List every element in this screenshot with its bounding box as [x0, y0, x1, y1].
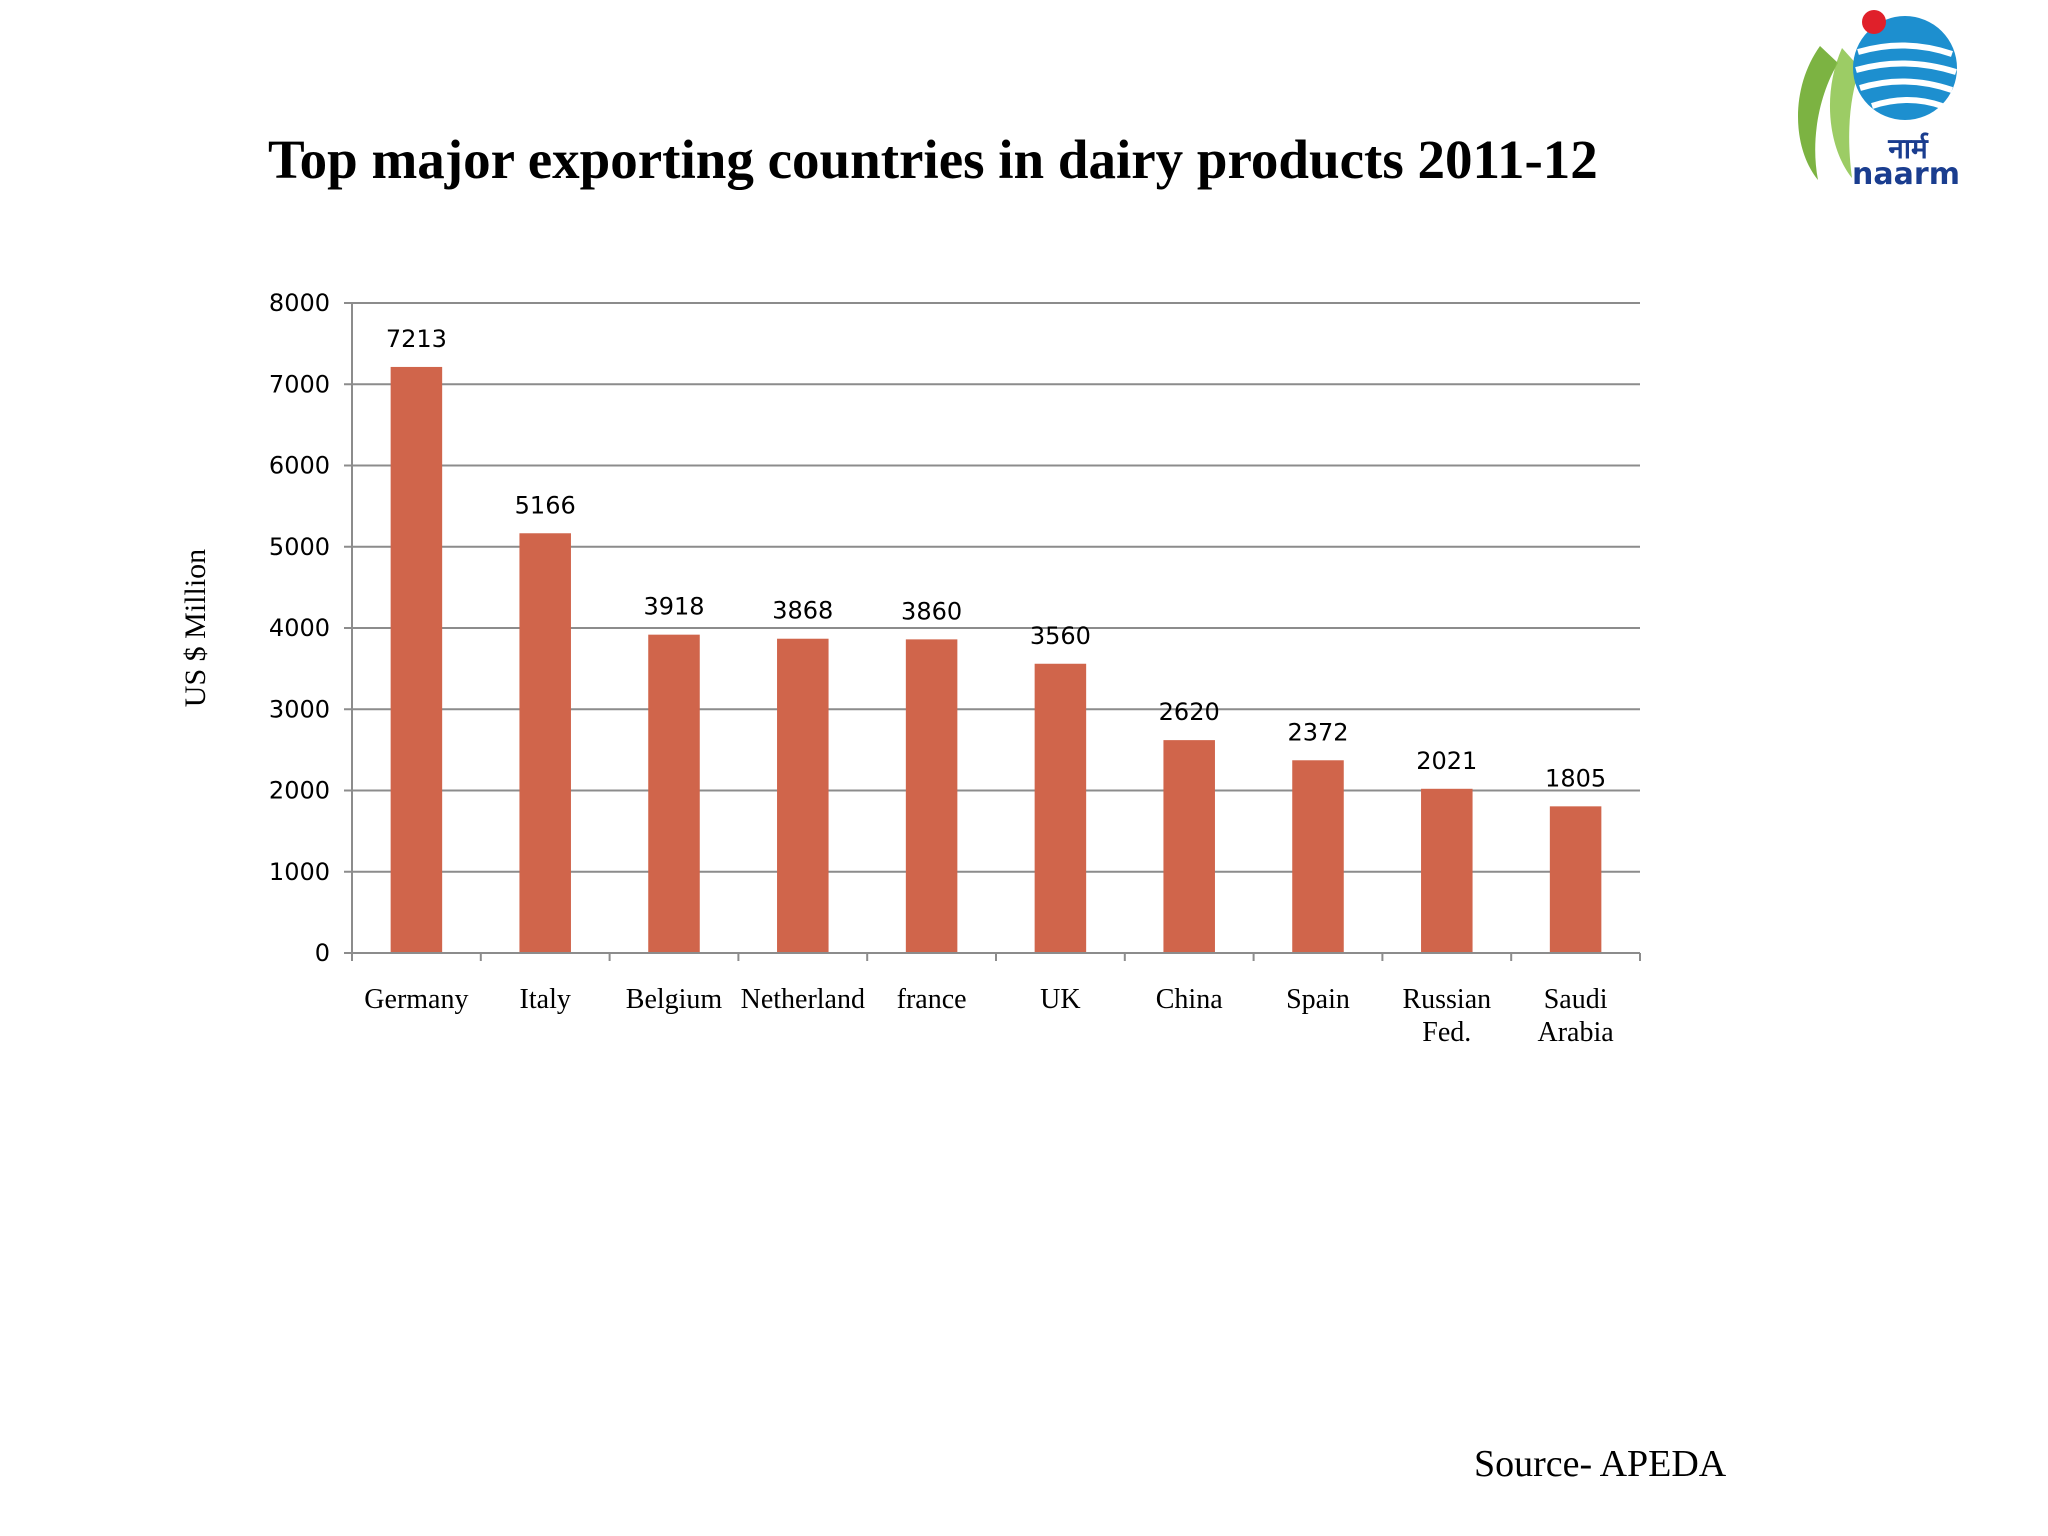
y-tick-label: 5000 [269, 533, 330, 561]
data-label: 5166 [515, 491, 576, 519]
bar [1292, 760, 1344, 953]
source-note: Source- APEDA [1474, 1443, 1727, 1485]
bar [1163, 740, 1215, 953]
logo-brand-text: naarm [1852, 157, 1960, 188]
x-category-label: Fed. [1422, 1017, 1471, 1048]
bar [1034, 663, 1087, 953]
bar [1421, 788, 1473, 953]
bar [905, 639, 958, 953]
data-label: 7213 [386, 325, 447, 353]
y-tick-label: 2000 [269, 777, 330, 805]
axes [344, 302, 1641, 961]
data-label: 2620 [1159, 698, 1220, 726]
data-label: 2372 [1287, 718, 1348, 746]
y-tick-label: 1000 [269, 858, 330, 886]
y-tick-label: 0 [315, 939, 330, 967]
data-label: 2021 [1416, 747, 1477, 775]
x-category-label: China [1156, 984, 1223, 1015]
x-category-label: Germany [364, 984, 468, 1015]
x-category-label: Russian [1402, 984, 1491, 1015]
slide-title: Top major exporting countries in dairy p… [268, 129, 1598, 190]
data-label: 3860 [901, 597, 962, 625]
y-axis-title: US $ Million [179, 549, 212, 707]
y-tick-label: 4000 [269, 614, 330, 642]
x-category-label: Italy [520, 984, 571, 1015]
data-label: 3918 [643, 593, 704, 621]
bar [1549, 806, 1602, 953]
bar [777, 638, 829, 953]
y-tick-label: 8000 [269, 289, 330, 317]
x-category-label: france [897, 984, 967, 1015]
bars [390, 366, 1602, 954]
logo-green-leaf [1798, 46, 1838, 180]
bar [519, 533, 571, 953]
x-category-label: Saudi [1544, 984, 1608, 1015]
y-tick-label: 7000 [269, 370, 330, 398]
data-label: 3868 [772, 597, 833, 625]
data-label: 3560 [1030, 622, 1091, 650]
y-tick-label: 6000 [269, 452, 330, 480]
x-category-label: Spain [1286, 984, 1350, 1015]
y-tick-label: 3000 [269, 695, 330, 723]
labels: 0 1000 2000 3000 4000 5000 6000 7000 8000 7213 Ger… [269, 289, 1614, 1048]
bar [648, 634, 700, 953]
naarm-logo: नार्म naarm [1798, 10, 1960, 188]
bar [390, 366, 443, 954]
x-category-label: Arabia [1538, 1017, 1615, 1048]
logo-hindi-text: नार्म [1887, 132, 1929, 165]
data-label: 1805 [1545, 764, 1606, 792]
logo-red-dot [1862, 10, 1886, 34]
x-category-label: Netherland [741, 984, 865, 1015]
logo-olive-leaf [1829, 48, 1860, 178]
logo-globe [1853, 16, 1957, 120]
x-category-label: Belgium [626, 984, 723, 1015]
x-category-label: UK [1040, 984, 1080, 1015]
